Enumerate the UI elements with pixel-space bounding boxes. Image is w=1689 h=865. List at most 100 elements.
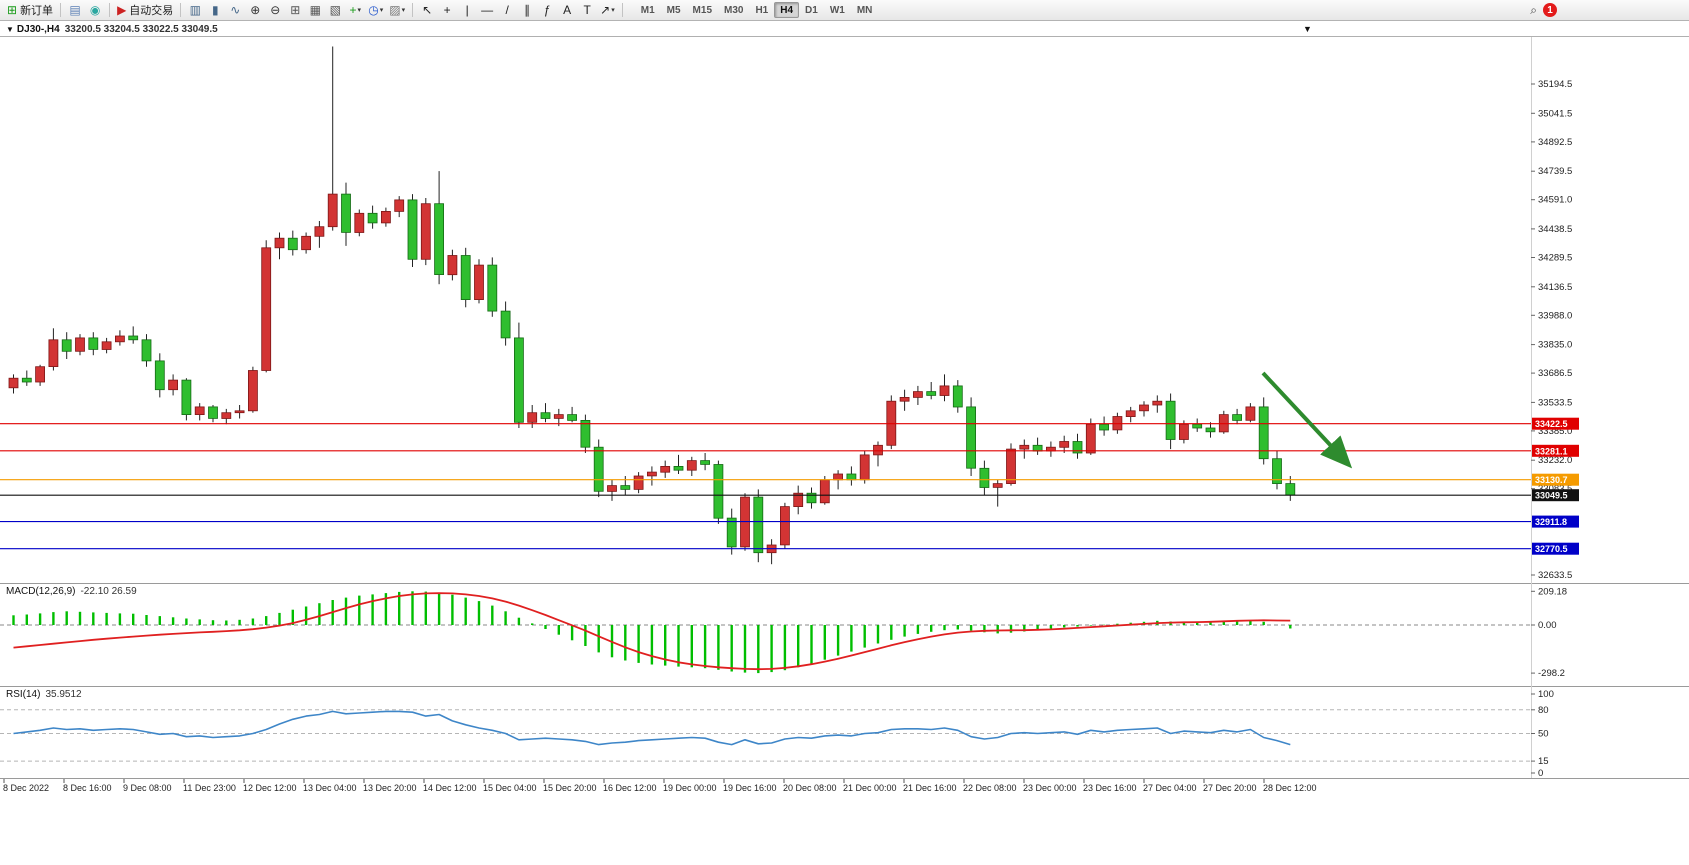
price-tag: [1532, 417, 1579, 430]
trendline-button[interactable]: /: [497, 2, 517, 19]
channel-button[interactable]: ∥: [517, 2, 537, 19]
svg-text:9 Dec 08:00: 9 Dec 08:00: [123, 783, 172, 793]
macd-axis-label: 209.18: [1538, 586, 1567, 597]
add-indicator-icon: +: [349, 3, 357, 17]
zoom-in-button[interactable]: ⊕: [245, 2, 265, 19]
candlestick-chart-icon: ▮: [211, 3, 219, 17]
bar-chart-icon: ▥: [189, 3, 201, 17]
template-menu-button[interactable]: ▨ ▾: [386, 2, 408, 19]
svg-text:20 Dec 08:00: 20 Dec 08:00: [783, 783, 837, 793]
arrow-tools-button[interactable]: ↗ ▾: [597, 2, 618, 19]
svg-text:34289.5: 34289.5: [1538, 253, 1572, 264]
cascade-windows-button[interactable]: ▦: [305, 2, 325, 19]
crosshair-button[interactable]: +: [437, 2, 457, 19]
svg-text:21 Dec 00:00: 21 Dec 00:00: [843, 783, 897, 793]
notification-badge[interactable]: 1: [1543, 3, 1557, 17]
svg-text:15 Dec 04:00: 15 Dec 04:00: [483, 783, 537, 793]
svg-text:33130.7: 33130.7: [1535, 475, 1568, 485]
price-tag: [1532, 473, 1579, 486]
label-button[interactable]: T: [577, 2, 597, 19]
scroll-anchor-icon[interactable]: ▼: [1303, 24, 1312, 34]
new-order-label: 新订单: [20, 5, 54, 17]
timeframe-button-m30[interactable]: M30: [718, 2, 749, 18]
macd-signal-line: [13, 592, 1291, 671]
toolbar-right-group: ⌕ 1: [1530, 3, 1557, 17]
channel-icon: ∥: [524, 3, 531, 17]
svg-text:19 Dec 00:00: 19 Dec 00:00: [663, 783, 717, 793]
toolbar-separator: [412, 3, 414, 17]
svg-text:22 Dec 08:00: 22 Dec 08:00: [963, 783, 1017, 793]
price-tag: [1532, 542, 1579, 555]
timeframe-button-w1[interactable]: W1: [824, 2, 851, 18]
svg-text:34739.5: 34739.5: [1538, 166, 1572, 177]
toolbar-separator: [60, 3, 62, 17]
vertical-line-button[interactable]: |: [457, 2, 477, 19]
add-indicator-button[interactable]: + ▾: [345, 2, 365, 19]
period-menu-button[interactable]: ◷ ▾: [365, 2, 386, 19]
svg-text:23 Dec 00:00: 23 Dec 00:00: [1023, 783, 1077, 793]
bar-chart-button[interactable]: ▥: [185, 2, 205, 19]
chevron-down-icon: ▾: [379, 7, 384, 14]
data-window-button[interactable]: ◉: [85, 2, 105, 19]
toolbar-misc-icons: ▤ ◉: [65, 1, 105, 19]
cursor-button[interactable]: ↖: [417, 2, 437, 19]
toolbar-separator: [180, 3, 182, 17]
svg-text:13 Dec 04:00: 13 Dec 04:00: [303, 783, 357, 793]
symbol-dropdown-icon[interactable]: ▼: [6, 25, 14, 34]
svg-text:33988.0: 33988.0: [1538, 310, 1572, 321]
arrange-windows-button[interactable]: ▧: [325, 2, 345, 19]
svg-text:12 Dec 12:00: 12 Dec 12:00: [243, 783, 297, 793]
rsi-value: 35.9512: [45, 689, 82, 700]
svg-text:13 Dec 20:00: 13 Dec 20:00: [363, 783, 417, 793]
svg-text:35194.5: 35194.5: [1538, 79, 1572, 90]
data-window-icon: ◉: [89, 3, 101, 17]
macd-indicator-label: MACD(12,26,9) -22.10 26.59: [6, 586, 137, 597]
new-order-button[interactable]: ⊞ 新订单: [4, 2, 56, 19]
svg-text:34438.5: 34438.5: [1538, 224, 1572, 235]
toolbar-separator: [621, 3, 623, 17]
trend-arrow[interactable]: [1261, 371, 1353, 469]
label-icon: T: [583, 3, 591, 17]
timeframe-button-h4[interactable]: H4: [774, 2, 800, 18]
rsi-indicator-label: RSI(14) 35.9512: [6, 689, 82, 700]
svg-text:11 Dec 23:00: 11 Dec 23:00: [183, 783, 236, 793]
timeframe-button-d1[interactable]: D1: [799, 2, 824, 18]
horizontal-price-lines[interactable]: 33422.5 33281.1 33130.7 33049.5 32911.8 32770…: [0, 417, 1579, 555]
macd-histogram: [12, 591, 1292, 674]
zoom-in-icon: ⊕: [250, 3, 261, 17]
line-chart-button[interactable]: ∿: [225, 2, 245, 19]
vertical-line-icon: |: [465, 3, 469, 17]
horizontal-line-button[interactable]: —: [477, 2, 497, 19]
svg-text:8 Dec 16:00: 8 Dec 16:00: [63, 783, 112, 793]
cascade-windows-icon: ▦: [309, 3, 321, 17]
timeframe-button-m5[interactable]: M5: [661, 2, 687, 18]
text-button[interactable]: A: [557, 2, 577, 19]
chevron-down-icon: ▾: [357, 7, 362, 14]
timeframe-button-mn[interactable]: MN: [851, 2, 879, 18]
svg-text:33232.0: 33232.0: [1538, 455, 1572, 466]
svg-text:28 Dec 12:00: 28 Dec 12:00: [1263, 783, 1317, 793]
svg-text:23 Dec 16:00: 23 Dec 16:00: [1083, 783, 1137, 793]
template-menu-icon: ▨: [389, 3, 401, 17]
zoom-out-button[interactable]: ⊖: [265, 2, 285, 19]
candlestick-chart-button[interactable]: ▮: [205, 2, 225, 19]
svg-text:15 Dec 20:00: 15 Dec 20:00: [543, 783, 597, 793]
auto-trading-button[interactable]: ▶ 自动交易: [114, 2, 176, 19]
svg-text:33049.5: 33049.5: [1535, 491, 1568, 501]
timeframe-button-m1[interactable]: M1: [635, 2, 661, 18]
toolbar: ⊞ 新订单 ▤ ◉ ▶ 自动交易 ▥ ▮ ∿ ⊕ ⊖ ⊞ ▦ ▧ + ▾ ◷ ▾ ▨ ▾ ↖ + | — / ∥ ƒ A T…: [0, 0, 1689, 21]
chevron-down-icon: ▾: [401, 7, 406, 14]
svg-text:8 Dec 2022: 8 Dec 2022: [3, 783, 49, 793]
toolbar-draw-tools: ↖ + | — / ∥ ƒ A T ↗ ▾: [417, 1, 618, 19]
toolbar-chart-tools: ▥ ▮ ∿ ⊕ ⊖ ⊞ ▦ ▧ + ▾ ◷ ▾ ▨ ▾: [185, 1, 408, 19]
macd-axis-label: -298.2: [1538, 668, 1565, 679]
fibonacci-button[interactable]: ƒ: [537, 2, 557, 19]
search-icon[interactable]: ⌕: [1530, 3, 1537, 17]
price-tag: [1532, 489, 1579, 502]
timeframe-button-h1[interactable]: H1: [749, 2, 774, 18]
timeframe-button-m15[interactable]: M15: [687, 2, 718, 18]
charts-profile-button[interactable]: ▤: [65, 2, 85, 19]
tile-windows-button[interactable]: ⊞: [285, 2, 305, 19]
